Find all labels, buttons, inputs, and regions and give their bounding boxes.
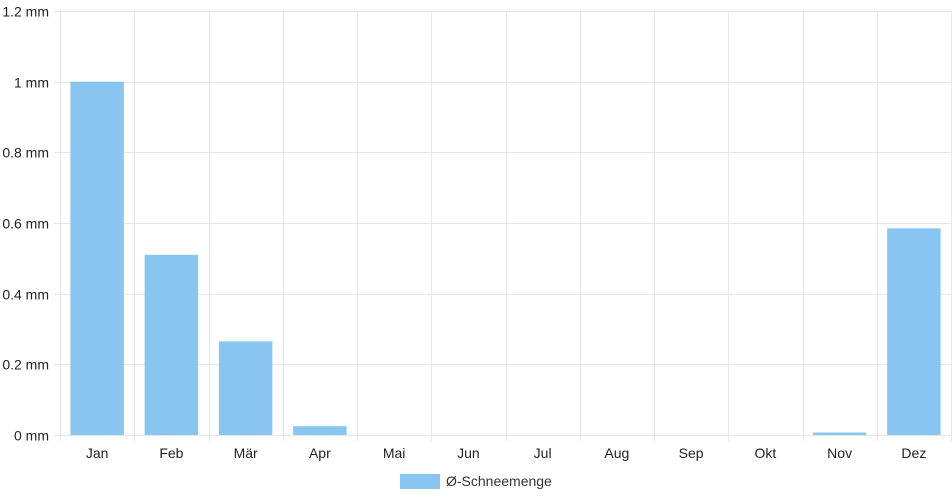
- x-tick-label: Nov: [827, 445, 852, 461]
- x-tick-label: Jan: [86, 445, 109, 461]
- x-tick-label: Mai: [383, 445, 406, 461]
- legend-label: Ø-Schneemenge: [446, 473, 552, 489]
- legend-swatch: [400, 474, 440, 489]
- bar-nov[interactable]: [812, 432, 867, 435]
- y-tick-label: 1 mm: [14, 75, 49, 91]
- x-tick-label: Mär: [234, 445, 258, 461]
- x-tick-label: Jul: [534, 445, 552, 461]
- bar-dez[interactable]: [887, 228, 941, 435]
- y-tick-label: 0.4 mm: [2, 287, 49, 303]
- x-tick-label: Feb: [159, 445, 183, 461]
- y-tick-label: 0.6 mm: [2, 216, 49, 232]
- x-axis-labels: Jan Feb Mär Apr Mai Jun Jul Aug Sep Okt Nov Dez: [86, 445, 926, 461]
- bar-feb[interactable]: [144, 254, 199, 435]
- grid-lines: [54, 11, 952, 441]
- y-tick-label: 0 mm: [14, 428, 49, 444]
- y-tick-label: 0.8 mm: [2, 145, 49, 161]
- legend[interactable]: Ø-Schneemenge: [400, 473, 552, 489]
- x-tick-label: Dez: [901, 445, 926, 461]
- y-tick-label: 1.2 mm: [2, 4, 49, 20]
- bars: [70, 81, 941, 436]
- y-axis-labels: 0 mm 0.2 mm 0.4 mm 0.6 mm 0.8 mm 1 mm 1.2 mm: [2, 4, 49, 444]
- x-tick-label: Aug: [604, 445, 629, 461]
- bar-mär[interactable]: [218, 341, 273, 435]
- x-tick-label: Okt: [754, 445, 776, 461]
- y-tick-label: 0.2 mm: [2, 357, 49, 373]
- x-tick-label: Sep: [679, 445, 704, 461]
- bar-jan[interactable]: [70, 81, 124, 436]
- bar-apr[interactable]: [293, 426, 347, 435]
- x-tick-label: Apr: [309, 445, 331, 461]
- x-tick-label: Jun: [457, 445, 480, 461]
